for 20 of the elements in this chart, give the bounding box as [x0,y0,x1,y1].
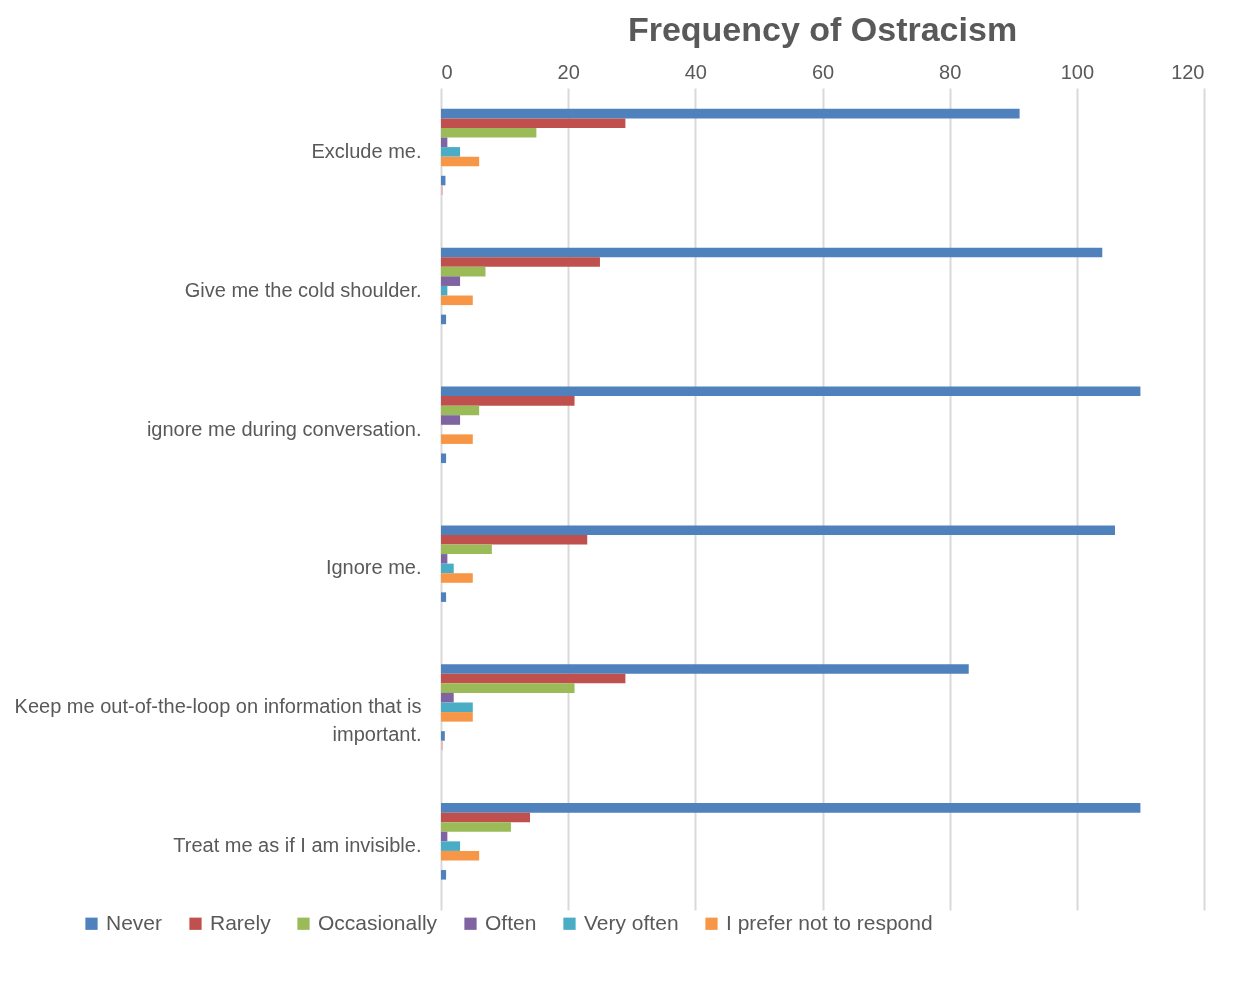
legend-label: Often [485,910,537,934]
x-tick-label: 60 [811,60,835,83]
y-tick-label: Give me the cold shoulder. [184,278,422,301]
legend-label: Occasionally [318,910,438,934]
legend-label: Rarely [210,910,272,934]
y-tick-label: Keep me out-of-the-loop on information that is important. [14,695,422,746]
x-tick-label: 20 [557,60,580,83]
x-tick-label: 80 [939,60,962,83]
legend-label: Very often [584,910,679,934]
x-tick-label: 100 [1060,60,1095,83]
x-tick-label: 0 [441,60,453,83]
x-tick-label: 120 [1171,60,1205,83]
y-tick-label: Ignore me. [325,556,422,579]
legend-label: I prefer not to respond [726,910,933,934]
x-tick-label: 40 [684,60,707,83]
y-tick-label: ignore me during conversation. [146,417,422,440]
y-tick-label: Exclude me. [311,139,422,162]
y-tick-label: Treat me as if I am invisible. [173,834,422,857]
legend-label: Never [106,910,163,934]
chart-title: Frequency of Ostracism [627,10,1018,48]
